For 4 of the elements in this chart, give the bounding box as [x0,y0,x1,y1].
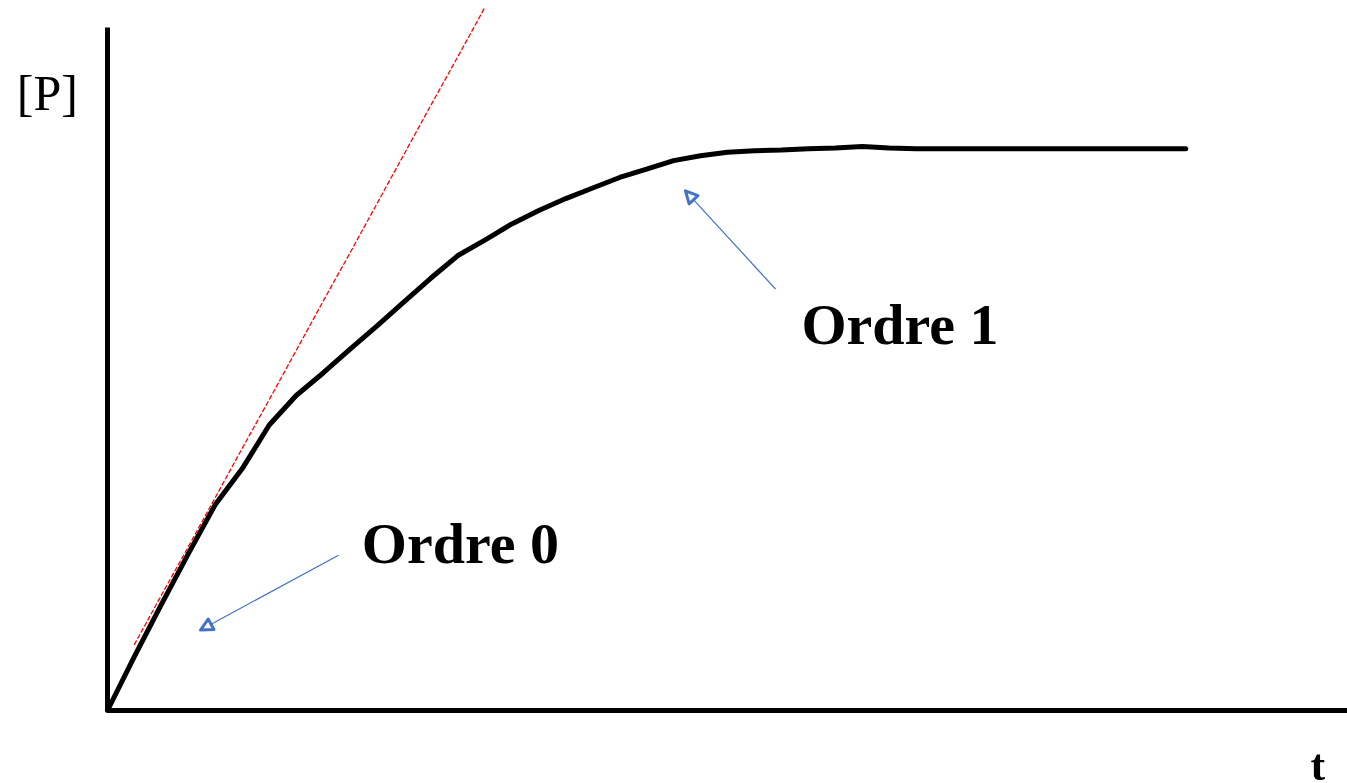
x-axis-title: t [1310,741,1326,783]
annotation: Ordre 0 [361,510,559,576]
annotation: Ordre 1 [801,291,999,357]
y-axis-title: [P] [16,65,78,122]
